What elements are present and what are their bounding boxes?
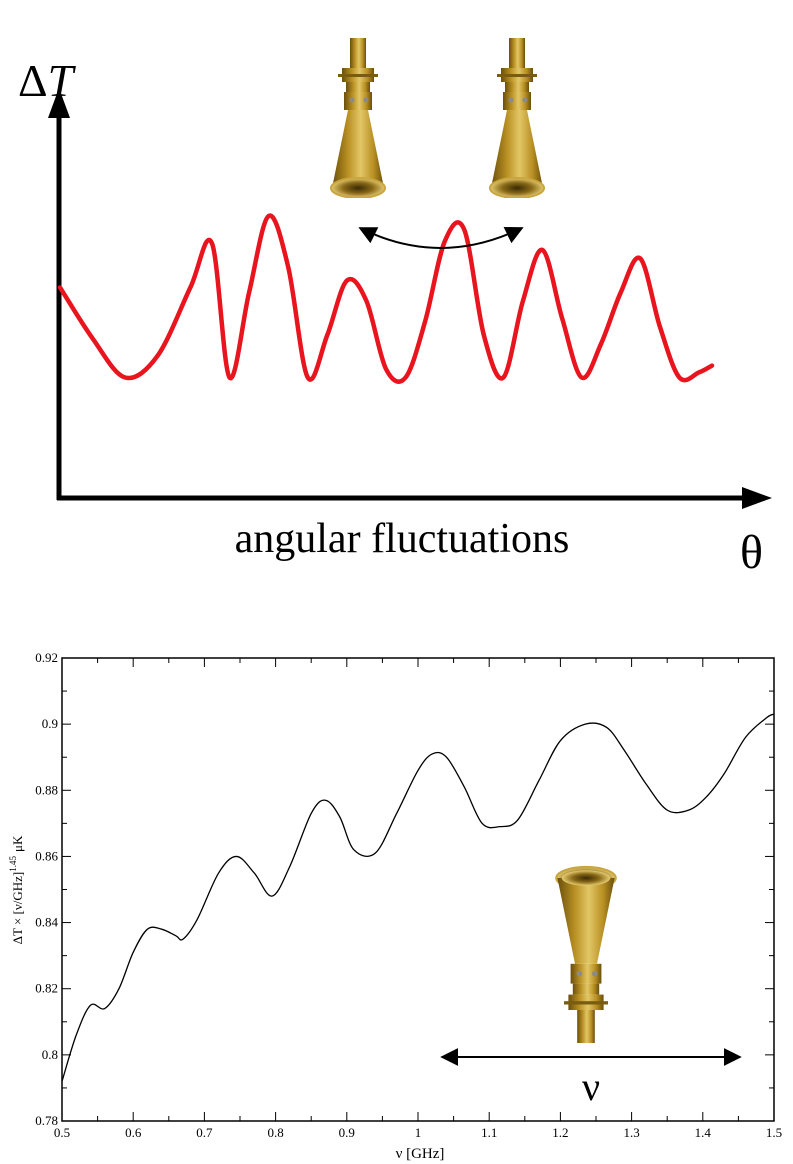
bottom-plot-frame: [61, 657, 775, 1122]
x-tick-label: 1: [415, 1125, 422, 1140]
nu-annotation: ν: [582, 1064, 600, 1109]
bottom-y-axis-label-main: ΔT × [ν/GHz]: [10, 872, 25, 945]
top-y-label: ΔT: [18, 55, 77, 106]
y-tick-label: 0.9: [42, 716, 58, 731]
x-tick-label: 0.7: [196, 1125, 213, 1140]
bottom-tick-group: [61, 657, 775, 1122]
x-tick-label: 0.8: [267, 1125, 283, 1140]
x-tick-label: 1.3: [623, 1125, 639, 1140]
delta-symbol: Δ: [18, 55, 48, 106]
x-tick-label: 1.2: [552, 1125, 568, 1140]
bottom-y-axis-label-exponent: 1.45: [8, 856, 18, 872]
feed-horn-icon-vertical: [555, 865, 617, 1045]
y-tick-label: 0.92: [35, 650, 58, 665]
y-tick-label: 0.84: [35, 915, 58, 930]
x-tick-label: 1.5: [766, 1125, 782, 1140]
bottom-y-axis-label: ΔT × [ν/GHz]1.45 μK: [8, 835, 25, 944]
y-tick-label: 0.86: [35, 848, 58, 863]
theta-symbol: θ: [740, 526, 763, 579]
top-y-arrowhead: [48, 88, 70, 118]
bottom-tick-labels: 0.5 0.6 0.7 0.8 0.9 1 1.1 1.2 1.3 1.4 1.5 0.78 0.8 0.…: [35, 650, 782, 1140]
bottom-spectrum-curve: [61, 713, 775, 1082]
x-tick-label: 0.5: [54, 1125, 70, 1140]
x-tick-label: 0.9: [339, 1125, 355, 1140]
x-tick-label: 0.6: [125, 1125, 142, 1140]
y-tick-label: 0.8: [42, 1047, 58, 1062]
feed-horn-icon-left: [329, 38, 387, 198]
bottom-y-axis-label-unit: μK: [10, 835, 25, 852]
temperature-symbol: T: [48, 55, 77, 106]
angular-fluctuations-caption: angular fluctuations: [235, 516, 570, 562]
bottom-panel: 0.5 0.6 0.7 0.8 0.9 1 1.1 1.2 1.3 1.4 1.5 0.78 0.8 0.…: [8, 650, 782, 1162]
bottom-x-axis-label: ν [GHz]: [396, 1146, 445, 1162]
top-fluctuation-curve: [57, 213, 715, 384]
y-tick-label: 0.82: [35, 981, 58, 996]
x-tick-label: 1.4: [695, 1125, 712, 1140]
double-arrow-icon-angular: [358, 227, 524, 249]
x-tick-label: 1.1: [481, 1125, 497, 1140]
y-tick-label: 0.78: [35, 1113, 58, 1128]
feed-horn-icon-right: [488, 38, 546, 198]
top-x-arrowhead: [742, 487, 772, 509]
y-tick-label: 0.88: [35, 782, 58, 797]
top-panel: ΔT θ angular fluctuations: [18, 38, 772, 579]
